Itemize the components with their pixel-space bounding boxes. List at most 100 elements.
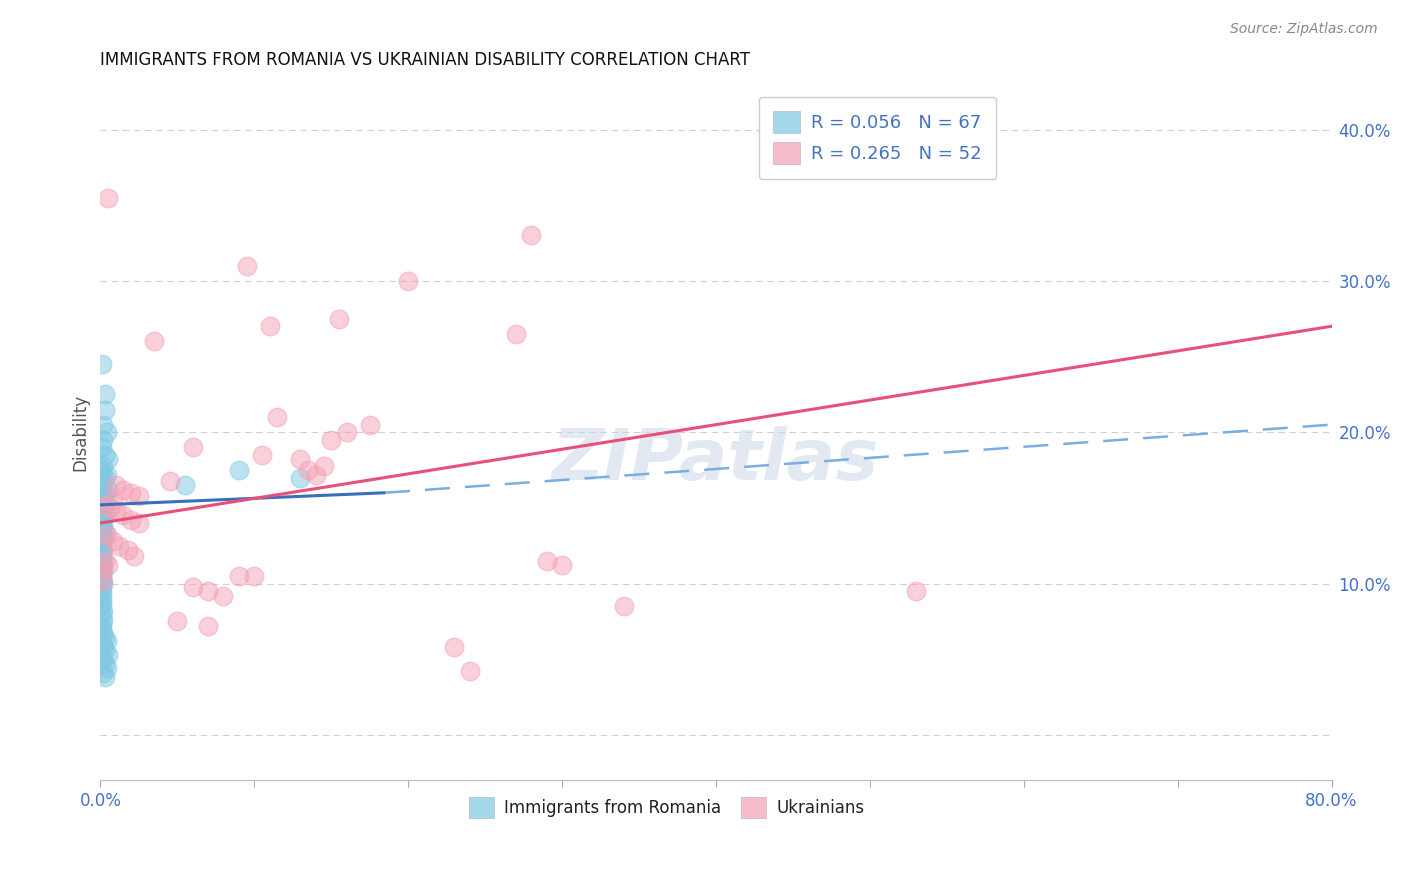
Point [90, 516, 112, 530]
Point [90, 498, 112, 512]
Point [90, 522, 112, 536]
Point [359, 417, 381, 432]
Point [96, 634, 118, 648]
Point [93, 500, 115, 515]
Point [197, 584, 219, 599]
Point [259, 319, 281, 334]
Point [613, 599, 636, 614]
Point [396, 274, 419, 288]
Point [90, 549, 112, 564]
Point [90, 554, 112, 568]
Point [101, 493, 124, 508]
Text: ZIPatlas: ZIPatlas [553, 425, 880, 494]
Point [94, 643, 117, 657]
Point [93, 558, 115, 573]
Point [505, 326, 527, 341]
Point [235, 259, 257, 273]
Point [90, 565, 112, 579]
Point [94, 508, 117, 523]
Text: IMMIGRANTS FROM ROMANIA VS UKRAINIAN DISABILITY CORRELATION CHART: IMMIGRANTS FROM ROMANIA VS UKRAINIAN DIS… [100, 51, 751, 69]
Y-axis label: Disability: Disability [72, 393, 89, 471]
Point [297, 463, 319, 477]
Point [93, 604, 115, 618]
Point [96, 467, 118, 482]
Point [96, 661, 118, 675]
Point [94, 448, 117, 462]
Point [250, 448, 273, 462]
Point [290, 452, 312, 467]
Point [90, 504, 112, 518]
Point [90, 581, 112, 595]
Point [94, 402, 117, 417]
Point [94, 498, 117, 512]
Point [104, 504, 127, 518]
Point [96, 425, 118, 440]
Point [93, 519, 115, 533]
Point [93, 565, 115, 579]
Point [93, 574, 115, 588]
Point [128, 489, 150, 503]
Point [90, 599, 112, 614]
Point [93, 511, 115, 525]
Point [120, 485, 142, 500]
Point [536, 554, 558, 568]
Point [93, 626, 115, 640]
Point [94, 387, 117, 401]
Point [143, 334, 166, 349]
Point [90, 561, 112, 575]
Point [90, 528, 112, 542]
Point [443, 640, 465, 654]
Point [551, 558, 574, 573]
Point [93, 639, 115, 653]
Point [97, 483, 120, 497]
Point [97, 452, 120, 467]
Point [93, 531, 115, 545]
Point [90, 569, 112, 583]
Point [520, 228, 543, 243]
Point [122, 549, 145, 564]
Point [312, 458, 335, 473]
Point [228, 463, 250, 477]
Point [90, 441, 112, 455]
Point [90, 357, 112, 371]
Point [117, 543, 139, 558]
Point [197, 619, 219, 633]
Point [305, 467, 328, 482]
Point [228, 569, 250, 583]
Point [94, 525, 117, 540]
Point [181, 580, 204, 594]
Point [94, 554, 117, 568]
Point [97, 558, 120, 573]
Point [266, 410, 288, 425]
Point [174, 478, 197, 492]
Point [90, 463, 112, 477]
Point [90, 590, 112, 604]
Point [93, 474, 115, 488]
Point [90, 491, 112, 506]
Point [93, 543, 115, 558]
Point [112, 483, 135, 497]
Point [101, 534, 124, 549]
Point [905, 584, 928, 599]
Point [94, 631, 117, 645]
Point [93, 576, 115, 591]
Point [90, 546, 112, 560]
Point [321, 433, 343, 447]
Point [108, 539, 131, 553]
Point [112, 508, 135, 523]
Point [93, 458, 115, 473]
Point [94, 670, 117, 684]
Point [128, 516, 150, 530]
Point [336, 425, 359, 440]
Point [93, 417, 115, 432]
Point [97, 191, 120, 205]
Point [90, 574, 112, 588]
Point [120, 513, 142, 527]
Point [458, 665, 481, 679]
Point [90, 617, 112, 632]
Point [94, 485, 117, 500]
Point [243, 569, 266, 583]
Point [93, 665, 115, 680]
Point [93, 652, 115, 666]
Legend: Immigrants from Romania, Ukrainians: Immigrants from Romania, Ukrainians [463, 790, 870, 824]
